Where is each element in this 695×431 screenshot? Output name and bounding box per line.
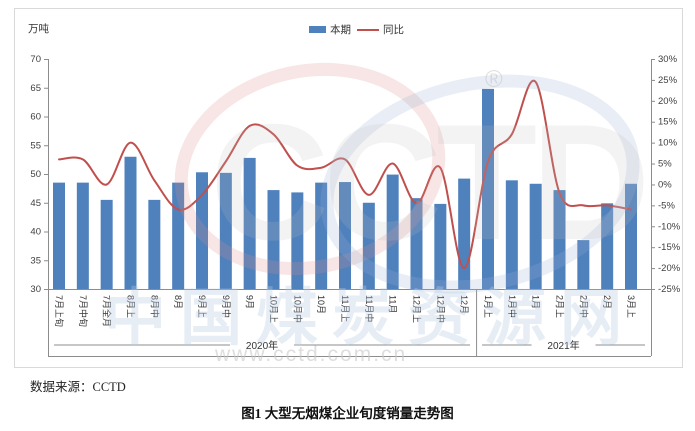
bar-11月 (386, 174, 399, 289)
bar-11月中 (362, 202, 375, 289)
legend-yoy-label: 同比 (383, 24, 404, 36)
bars-series (53, 88, 637, 290)
bar-12月上 (410, 198, 423, 289)
bar-9月 (243, 157, 256, 289)
svg-text:-10%: -10% (658, 221, 680, 232)
svg-text:1月: 1月 (531, 295, 541, 309)
svg-text:-20%: -20% (658, 263, 680, 274)
svg-text:12月中: 12月中 (435, 295, 446, 323)
chart-panel: 万吨 本期 同比 70 65 60 55 50 45 40 35 30 30% 25% 20% 15% 1… (14, 8, 683, 368)
svg-text:25%: 25% (658, 75, 678, 86)
left-axis-unit-label: 万吨 (28, 23, 49, 35)
bar-12月中 (434, 203, 447, 289)
year-label: 2020年 (246, 339, 278, 352)
svg-text:45: 45 (30, 198, 41, 209)
svg-text:11月: 11月 (388, 295, 398, 313)
svg-text:30%: 30% (658, 54, 678, 65)
bar-11月上 (339, 182, 351, 289)
bar-1月上 (482, 88, 494, 290)
bar-10月上 (267, 190, 280, 289)
axes: 70 65 60 55 50 45 40 35 30 30% 25% 20% 15% 10% 5% 0% -5%… (30, 54, 680, 295)
svg-text:40: 40 (30, 227, 41, 238)
svg-text:8月: 8月 (173, 295, 183, 309)
svg-text:2月上: 2月上 (555, 295, 565, 318)
svg-text:50: 50 (30, 169, 41, 180)
legend-bar-swatch (309, 26, 326, 33)
svg-text:70: 70 (30, 54, 41, 65)
bar-9月中 (219, 172, 232, 289)
svg-text:3月上: 3月上 (626, 295, 636, 318)
bar-10月中 (291, 192, 304, 289)
svg-text:11月上: 11月上 (340, 295, 350, 322)
bar-12月 (458, 178, 471, 289)
svg-text:7月全月: 7月全月 (102, 295, 113, 327)
svg-text:9月上: 9月上 (197, 295, 207, 318)
svg-text:-15%: -15% (658, 242, 680, 253)
svg-text:2月: 2月 (602, 295, 612, 309)
bar-2月中 (577, 240, 590, 289)
bar-9月上 (196, 172, 208, 289)
svg-text:-5%: -5% (658, 200, 675, 211)
svg-text:1月中: 1月中 (507, 295, 518, 318)
bar-3月上 (625, 183, 637, 289)
svg-text:35: 35 (30, 255, 41, 266)
bar-8月中 (148, 199, 161, 289)
svg-text:9月中: 9月中 (221, 295, 232, 318)
svg-text:15%: 15% (658, 117, 678, 128)
svg-text:55: 55 (30, 140, 41, 151)
svg-text:8月上: 8月上 (126, 295, 136, 318)
svg-text:11月中: 11月中 (364, 295, 375, 322)
svg-text:9月: 9月 (245, 295, 255, 309)
legend-bar-label: 本期 (330, 24, 351, 36)
data-source-note: 数据来源：CCTD (30, 380, 126, 394)
legend-line-swatch (357, 28, 379, 31)
legend-item-yoy: 同比 (357, 22, 404, 37)
sales-trend-chart: 70 65 60 55 50 45 40 35 30 30% 25% 20% 15% 10% 5% 0% -5%… (30, 54, 680, 365)
svg-text:8月中: 8月中 (149, 295, 160, 318)
bar-2月 (601, 203, 614, 289)
svg-text:10%: 10% (658, 138, 678, 149)
svg-text:65: 65 (30, 83, 41, 94)
svg-text:7月中旬: 7月中旬 (78, 295, 89, 327)
bar-10月 (315, 182, 328, 289)
figure-caption: 图1 大型无烟煤企业旬度销量走势图 (241, 406, 454, 421)
svg-text:10月中: 10月中 (292, 295, 303, 323)
bar-7月中旬 (76, 182, 89, 289)
bar-1月中 (505, 180, 518, 289)
bar-8月上 (124, 156, 137, 289)
bar-7月全月 (100, 199, 113, 289)
bar-2月上 (553, 190, 566, 289)
svg-text:10月: 10月 (316, 295, 326, 314)
watermark-url: www.cctd.com.cn (214, 343, 407, 365)
svg-text:10月上: 10月上 (269, 295, 279, 323)
category-axis-labels: 7月上旬 7月中旬 7月全月 8月上 8月中 8月 9月上 9月中 9月 10月上 10月中 10月 1… (54, 295, 636, 327)
svg-text:5%: 5% (658, 159, 672, 170)
svg-text:12月: 12月 (459, 295, 469, 314)
bar-1月 (529, 183, 542, 289)
svg-text:7月上旬: 7月上旬 (54, 295, 65, 327)
year-label: 2021年 (547, 339, 579, 352)
yoy-line (58, 79, 632, 270)
svg-text:60: 60 (30, 112, 41, 123)
svg-text:30: 30 (30, 284, 41, 295)
svg-text:2月中: 2月中 (578, 295, 589, 318)
bar-8月 (172, 182, 185, 289)
year-group-axis: 2020年 2021年 (48, 289, 652, 357)
svg-text:1月上: 1月上 (483, 295, 493, 318)
bar-7月上旬 (53, 182, 65, 289)
svg-text:12月上: 12月上 (412, 295, 422, 323)
svg-text:0%: 0% (658, 179, 672, 190)
chart-legend: 本期 同比 (309, 22, 404, 37)
svg-text:-25%: -25% (658, 284, 680, 295)
legend-item-current-period: 本期 (309, 22, 351, 37)
svg-text:20%: 20% (658, 96, 678, 107)
